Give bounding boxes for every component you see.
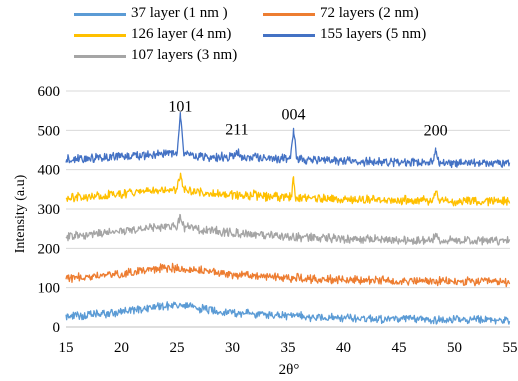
series-line-3 [65, 213, 511, 246]
x-tick-label-55: 55 [503, 340, 518, 356]
legend-label-107-layers: 107 layers (3 nm) [131, 47, 238, 63]
legend-swatch-37-layer [74, 13, 126, 16]
series-line-4 [65, 172, 511, 207]
y-tick-labels: 0 100 200 300 400 500 600 [38, 84, 61, 336]
legend-swatch-107-layers [74, 55, 126, 58]
gridlines [66, 90, 510, 328]
peak-label-211: 211 [225, 121, 248, 138]
y-tick-label-300: 300 [38, 202, 61, 218]
series-lines [65, 111, 511, 325]
x-tick-label-20: 20 [114, 340, 129, 356]
y-tick-label-400: 400 [38, 163, 61, 179]
series-line-1 [65, 301, 511, 325]
y-tick-label-100: 100 [38, 281, 61, 297]
peak-label-101: 101 [168, 98, 192, 115]
peak-annotations: 101 211 004 200 [168, 98, 447, 139]
legend-label-72-layers: 72 layers (2 nm) [320, 5, 419, 21]
series-line-2 [65, 262, 511, 288]
x-tick-label-25: 25 [170, 340, 185, 356]
y-tick-label-600: 600 [38, 84, 61, 100]
legend-label-37-layer: 37 layer (1 nm ) [131, 5, 228, 21]
peak-label-004: 004 [282, 106, 306, 123]
legend-swatch-72-layers [263, 13, 315, 16]
x-axis-label: 2θ° [279, 362, 300, 378]
legend-label-126-layer: 126 layer (4 nm) [131, 26, 232, 42]
series-line-5 [65, 111, 511, 169]
x-tick-label-45: 45 [392, 340, 407, 356]
y-tick-label-500: 500 [38, 123, 61, 139]
peak-label-200: 200 [424, 122, 448, 139]
x-tick-label-30: 30 [225, 340, 240, 356]
x-tick-label-15: 15 [59, 340, 74, 356]
legend-swatch-155-layers [263, 34, 315, 37]
x-tick-label-40: 40 [336, 340, 351, 356]
y-tick-label-200: 200 [38, 241, 61, 257]
legend-label-155-layers: 155 layers (5 nm) [320, 26, 427, 42]
legend-swatch-126-layer [74, 34, 126, 37]
x-tick-label-50: 50 [447, 340, 462, 356]
y-tick-label-0: 0 [53, 320, 61, 336]
x-tick-label-35: 35 [281, 340, 296, 356]
x-tick-labels: 15 20 25 30 35 40 45 50 55 [59, 340, 518, 356]
y-axis-label: Intensity (a.u) [13, 174, 28, 253]
